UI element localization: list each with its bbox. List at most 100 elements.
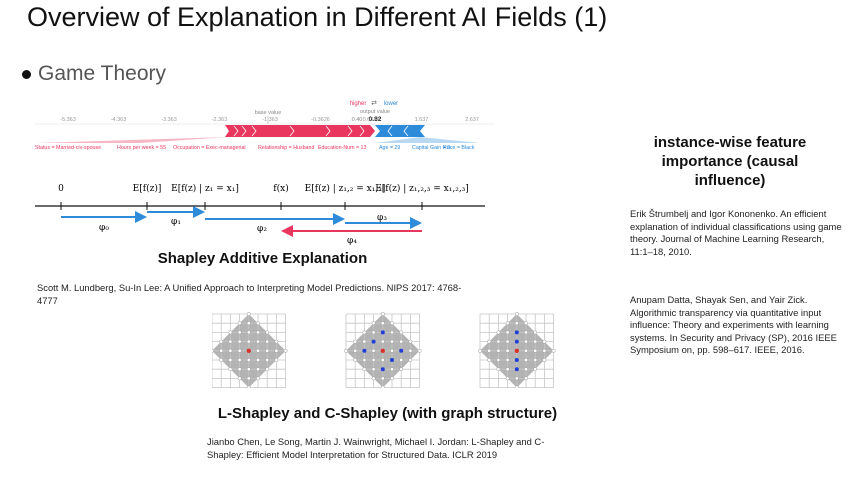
graph-node-center (246, 348, 251, 353)
graph-node (399, 358, 404, 362)
graph-node (256, 321, 260, 326)
graph-node (533, 330, 538, 335)
graph-node (228, 339, 233, 344)
graph-node (505, 321, 510, 326)
graph-node (256, 339, 260, 344)
feature-label-blue: Race = Black (443, 145, 475, 151)
graph-node (237, 358, 242, 362)
graph-node (380, 358, 385, 362)
graph-node (246, 367, 251, 372)
graph-node (496, 339, 501, 344)
strumbelj-reference: Erik Štrumbelj and Igor Kononenko. An ef… (630, 208, 842, 257)
graph-node (353, 339, 358, 344)
graph-node (246, 330, 251, 335)
phi2-label: φ₂ (257, 224, 267, 234)
phi3-label: φ₃ (377, 213, 387, 223)
graph-node-neighbor (380, 330, 385, 335)
lshapley-caption: L-Shapley and C-Shapley (with graph stru… (217, 405, 558, 422)
graph-node (228, 330, 233, 335)
graph-node (283, 348, 288, 353)
graph-node (542, 358, 547, 362)
axis-tick-label: 1.637 (415, 117, 429, 123)
slide-title: Overview of Explanation in Different AI … (27, 2, 608, 32)
phi0-label: φ₀ (99, 223, 109, 233)
output-value-prefix: 0.40 (352, 117, 363, 123)
graph-node (533, 339, 538, 344)
right-heading: instance-wise feature importance (causal… (653, 134, 807, 189)
graph-node (390, 330, 394, 335)
output-value-label: output value (360, 109, 390, 115)
legend-arrow: ⇄ (371, 100, 377, 107)
graph-node (542, 339, 547, 344)
graph-node (265, 330, 270, 335)
graph-node (246, 385, 251, 388)
graph-node (408, 348, 413, 353)
graph-node (390, 367, 394, 372)
axis-tick-label: -0.3626 (311, 117, 330, 123)
label-fx: f(x) (273, 183, 288, 194)
graph-node-neighbor (514, 330, 519, 335)
graph-node (417, 348, 422, 353)
graph-node (237, 339, 242, 344)
axis-tick-label: -5.363 (60, 117, 76, 123)
graph-node-neighbor (514, 339, 519, 344)
graph-node (265, 358, 270, 362)
axis-tick-label: -1.363 (262, 117, 278, 123)
force-blue-bar (375, 125, 425, 137)
graph-node (524, 339, 528, 344)
graph-node (533, 367, 538, 372)
graph-node (219, 348, 224, 353)
phi4-label: φ₄ (347, 236, 357, 246)
graph-node-neighbor (514, 367, 519, 372)
graph-node (237, 376, 242, 381)
graph-node (362, 367, 367, 372)
axis-tick-label: 0.6374 (363, 117, 380, 123)
graph-node (487, 348, 492, 353)
graph-grid (478, 312, 556, 388)
graph-node (362, 358, 367, 362)
graph-node-neighbor (390, 358, 394, 362)
graph-node (514, 385, 519, 388)
graph-node (371, 330, 376, 335)
graph-node (246, 312, 251, 316)
graph-node (265, 367, 270, 372)
label-ef-z123: E[f(z) | z₁,₂,₃ = x₁,₂,₃] (375, 183, 469, 194)
graph-node (496, 330, 501, 335)
axis-tick-label: -4.363 (111, 117, 127, 123)
graph-node (265, 339, 270, 344)
graph-node (353, 348, 358, 353)
axis-tick-label: -2.363 (212, 117, 228, 123)
label-ef-z12: E[f(z) | z₁,₂ = x₁,₂] (305, 183, 386, 194)
graph-node (237, 321, 242, 326)
bullet-dot (22, 69, 31, 79)
axis-tick-label: -3.363 (161, 117, 177, 123)
output-value: 0.82 (369, 116, 382, 123)
graph-node-neighbor (380, 367, 385, 372)
graph-node (246, 339, 251, 344)
graph-node-center (380, 348, 385, 353)
graph-node (514, 376, 519, 381)
shap-caption: Shapley Additive Explanation (157, 250, 368, 267)
graph-node (265, 348, 270, 353)
graph-node (219, 339, 224, 344)
graph-node (533, 348, 538, 353)
graph-node (246, 376, 251, 381)
graph-node-neighbor (399, 348, 404, 353)
graph-node (399, 367, 404, 372)
chen-reference: Jianbo Chen, Le Song, Martin J. Wainwrig… (207, 436, 545, 460)
graph-node (371, 376, 376, 381)
graph-node (256, 330, 260, 335)
graph-node (505, 358, 510, 362)
graph-node (371, 358, 376, 362)
graph-node (228, 367, 233, 372)
graph-node (408, 358, 413, 362)
graph-grid (212, 312, 288, 388)
feature-label-red: Occupation = Exec-managerial (173, 145, 246, 151)
graph-node (390, 339, 394, 344)
graph-node (505, 330, 510, 335)
graph-node (505, 367, 510, 372)
graph-node (399, 330, 404, 335)
feature-label-red: Education-Num = 13 (318, 145, 366, 151)
label-ef-z1: E[f(z) | z₁ = x₁] (171, 183, 239, 194)
base-value-label: base value (255, 110, 282, 116)
